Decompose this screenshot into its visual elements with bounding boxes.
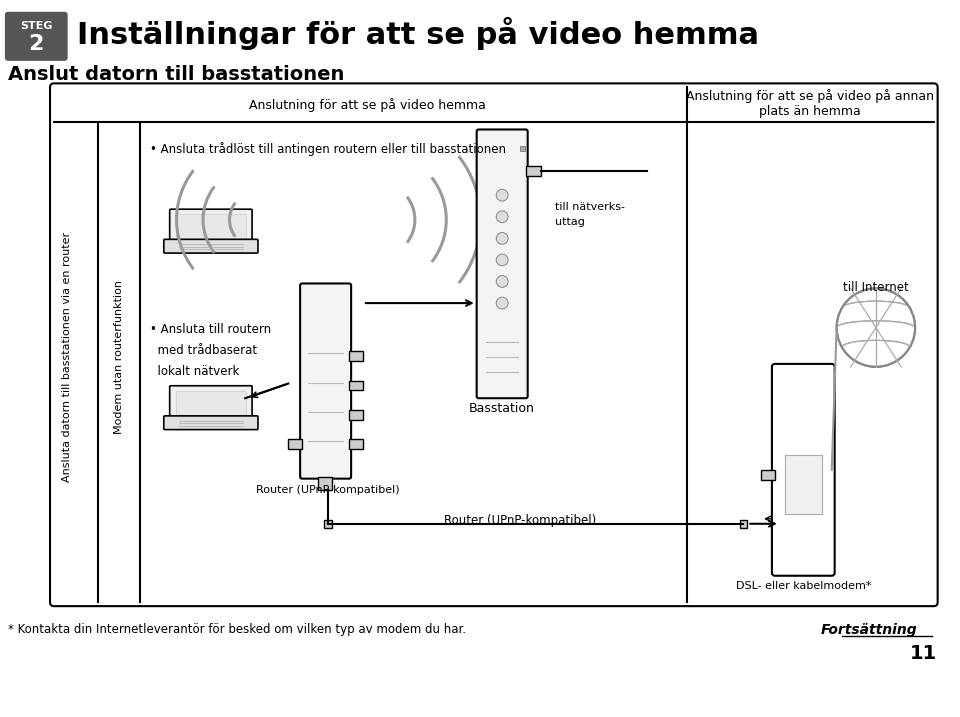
Text: 11: 11	[909, 644, 937, 663]
FancyBboxPatch shape	[5, 11, 67, 61]
FancyBboxPatch shape	[300, 283, 351, 479]
Text: Fortsättning: Fortsättning	[821, 622, 917, 637]
Text: * Kontakta din Internetleverantör för besked om vilken typ av modem du har.: * Kontakta din Internetleverantör för be…	[8, 623, 466, 636]
FancyBboxPatch shape	[50, 83, 938, 606]
FancyBboxPatch shape	[164, 416, 258, 429]
Bar	[176, 391, 246, 416]
Text: 2: 2	[29, 34, 44, 54]
Circle shape	[496, 298, 508, 309]
Bar	[176, 214, 246, 239]
Bar	[739, 520, 748, 528]
Text: till Internet: till Internet	[843, 280, 909, 293]
Circle shape	[836, 288, 915, 367]
Circle shape	[496, 254, 508, 266]
FancyBboxPatch shape	[170, 386, 252, 422]
Text: Anslutning för att se på video hemma: Anslutning för att se på video hemma	[250, 98, 487, 112]
Bar	[349, 381, 363, 390]
Text: Anslut datorn till basstationen: Anslut datorn till basstationen	[8, 65, 345, 84]
Bar	[526, 166, 541, 176]
Bar	[324, 520, 331, 528]
Text: till nätverks-
uttag: till nätverks- uttag	[555, 202, 625, 227]
Text: Anslutning för att se på video på annan
plats än hemma: Anslutning för att se på video på annan …	[686, 90, 934, 118]
Bar	[318, 477, 331, 490]
Bar	[349, 351, 363, 361]
Text: Inställningar för att se på video hemma: Inställningar för att se på video hemma	[77, 16, 758, 50]
Text: DSL- eller kabelmodem*: DSL- eller kabelmodem*	[735, 581, 871, 591]
Bar	[349, 440, 363, 450]
Text: • Ansluta till routern
  med trådbaserat
  lokalt nätverk: • Ansluta till routern med trådbaserat l…	[150, 323, 271, 378]
Bar	[519, 146, 525, 151]
Bar	[349, 410, 363, 419]
Bar	[761, 470, 775, 480]
Circle shape	[496, 189, 508, 201]
Circle shape	[496, 211, 508, 223]
Text: Ansluta datorn till basstationen via en router: Ansluta datorn till basstationen via en …	[61, 232, 72, 482]
FancyBboxPatch shape	[477, 130, 528, 398]
Text: • Ansluta trådlöst till antingen routern eller till basstationen: • Ansluta trådlöst till antingen routern…	[150, 142, 506, 156]
Text: Router (UPnP-kompatibel): Router (UPnP-kompatibel)	[444, 514, 596, 527]
Text: Router (UPnP-kompatibel): Router (UPnP-kompatibel)	[255, 485, 399, 495]
Bar	[784, 455, 822, 514]
FancyBboxPatch shape	[772, 364, 834, 576]
FancyBboxPatch shape	[164, 239, 258, 253]
Text: Basstation: Basstation	[469, 402, 535, 414]
Circle shape	[496, 275, 508, 288]
Text: Modem utan routerfunktion: Modem utan routerfunktion	[113, 280, 124, 434]
Bar	[288, 440, 302, 450]
FancyBboxPatch shape	[170, 209, 252, 245]
Circle shape	[496, 232, 508, 244]
Text: STEG: STEG	[20, 22, 53, 32]
